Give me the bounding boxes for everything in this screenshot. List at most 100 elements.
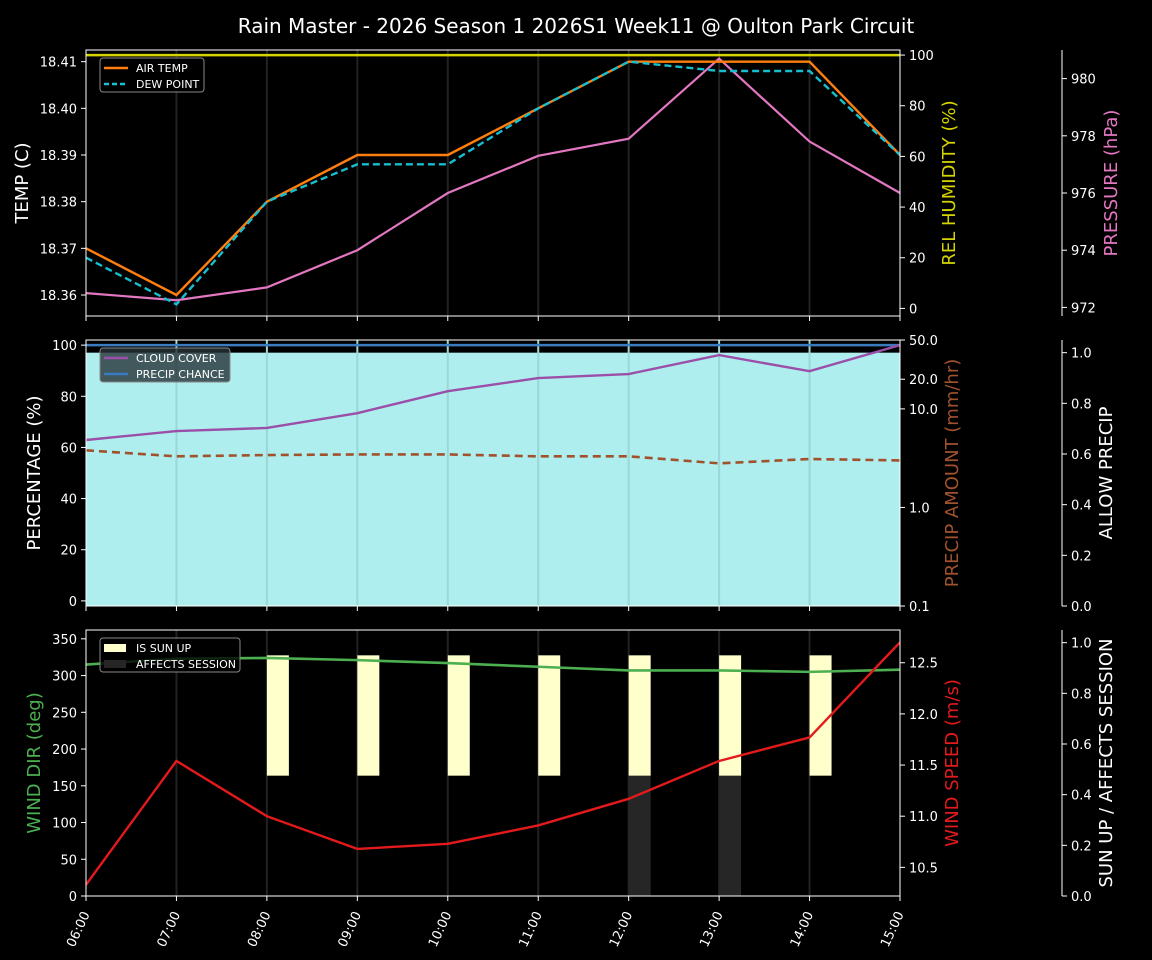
tick-label: 10.0 xyxy=(909,403,938,418)
legend-box xyxy=(99,347,231,383)
legend-label: CLOUD COVER xyxy=(136,352,217,365)
tick-label: 60 xyxy=(60,441,77,456)
percentage-axis-label: PERCENTAGE (%) xyxy=(24,395,45,550)
x-tick-label: 08:00 xyxy=(245,909,274,949)
sun-up-bar xyxy=(538,655,561,776)
plot-frame xyxy=(85,49,901,317)
allow-precip-area xyxy=(86,352,900,606)
tick-label: 80 xyxy=(60,390,77,405)
sun-up-axis-label: SUN UP / AFFECTS SESSION xyxy=(1096,638,1117,887)
air-temp-line xyxy=(85,60,901,297)
tick-label: 20 xyxy=(60,544,77,559)
legend-label: AIR TEMP xyxy=(136,62,188,75)
wind-dir-axis-label: WIND DIR (deg) xyxy=(24,692,45,834)
x-tick-label: 14:00 xyxy=(788,909,817,949)
sun-up-bar xyxy=(719,655,742,776)
wind-speed-line xyxy=(85,641,901,886)
wind-speed-axis-label: WIND SPEED (m/s) xyxy=(942,679,963,847)
tick-label: 1.0 xyxy=(1071,637,1092,652)
sun-up-bar xyxy=(266,655,289,776)
tick-label: 40 xyxy=(60,493,77,508)
tick-label: 11.5 xyxy=(909,759,938,774)
tick-label: 150 xyxy=(52,780,77,795)
x-tick-label: 15:00 xyxy=(878,909,907,949)
tick-label: 50 xyxy=(60,853,77,868)
tick-label: 0.8 xyxy=(1071,687,1092,702)
tick-label: 0 xyxy=(69,595,77,610)
tick-label: 12.5 xyxy=(909,657,938,672)
tick-label: 0.4 xyxy=(1071,789,1092,804)
tick-label: 80 xyxy=(909,100,926,115)
x-tick-label: 10:00 xyxy=(426,909,455,949)
tick-label: 18.40 xyxy=(40,102,77,117)
tick-label: 0.4 xyxy=(1071,499,1092,514)
chart-title: Rain Master - 2026 Season 1 2026S1 Week1… xyxy=(237,14,915,38)
legend-box xyxy=(99,637,241,673)
tick-label: 0.6 xyxy=(1071,448,1092,463)
allow-precip-axis-label: ALLOW PRECIP xyxy=(1096,406,1117,539)
legend-swatch xyxy=(104,660,126,668)
tick-label: 18.39 xyxy=(40,149,77,164)
tick-label: 12.0 xyxy=(909,708,938,723)
tick-label: 20.0 xyxy=(909,373,938,388)
x-tick-label: 07:00 xyxy=(155,909,184,949)
legend-label: PRECIP CHANCE xyxy=(136,368,225,381)
pressure-axis-label: PRESSURE (hPa) xyxy=(1101,110,1122,257)
tick-label: 0.2 xyxy=(1071,549,1092,564)
legend-label: AFFECTS SESSION xyxy=(136,658,236,671)
sun-up-bar xyxy=(357,655,380,776)
tick-label: 11.0 xyxy=(909,810,938,825)
temp-axis-label: TEMP (C) xyxy=(12,142,33,224)
tick-label: 972 xyxy=(1071,301,1096,316)
tick-label: 0.1 xyxy=(909,600,930,615)
dew-point-line xyxy=(85,60,901,306)
tick-label: 0 xyxy=(69,890,77,905)
sun-up-bar xyxy=(628,655,651,776)
tick-label: 200 xyxy=(52,743,77,758)
tick-label: 976 xyxy=(1071,187,1096,202)
tick-label: 10.5 xyxy=(909,861,938,876)
x-tick-label: 11:00 xyxy=(516,909,545,949)
tick-label: 18.41 xyxy=(40,56,77,71)
humidity-axis-label: REL HUMIDITY (%) xyxy=(939,100,960,265)
tick-label: 50.0 xyxy=(909,334,938,349)
precip-amount-line xyxy=(85,449,901,465)
tick-label: 1.0 xyxy=(1071,347,1092,362)
tick-label: 20 xyxy=(909,252,926,267)
legend-box xyxy=(99,57,205,93)
x-tick-label: 09:00 xyxy=(336,909,365,949)
tick-label: 40 xyxy=(909,201,926,216)
tick-label: 18.37 xyxy=(40,242,77,257)
tick-label: 350 xyxy=(52,633,77,648)
tick-label: 980 xyxy=(1071,73,1096,88)
tick-label: 0.0 xyxy=(1071,600,1092,615)
legend-swatch xyxy=(104,644,126,652)
tick-label: 0.0 xyxy=(1071,890,1092,905)
pressure-line xyxy=(85,57,901,302)
tick-label: 100 xyxy=(52,339,77,354)
legend-label: DEW POINT xyxy=(136,78,200,91)
affects-session-bar xyxy=(719,775,742,896)
tick-label: 100 xyxy=(52,817,77,832)
sun-up-bar xyxy=(809,655,832,776)
tick-label: 18.36 xyxy=(40,289,77,304)
tick-label: 0.6 xyxy=(1071,738,1092,753)
cloud-cover-line xyxy=(85,343,901,442)
sun-up-bar xyxy=(447,655,470,776)
x-tick-label: 06:00 xyxy=(64,909,93,949)
precip-amount-axis-label: PRECIP AMOUNT (mm/hr) xyxy=(942,359,963,588)
tick-label: 974 xyxy=(1071,244,1096,259)
tick-label: 0.2 xyxy=(1071,839,1092,854)
tick-label: 100 xyxy=(909,49,934,64)
affects-session-bar xyxy=(628,775,651,896)
tick-label: 18.38 xyxy=(40,196,77,211)
tick-label: 0 xyxy=(909,302,917,317)
x-tick-label: 13:00 xyxy=(697,909,726,949)
x-tick-label: 12:00 xyxy=(607,909,636,949)
tick-label: 0.8 xyxy=(1071,397,1092,412)
tick-label: 60 xyxy=(909,150,926,165)
tick-label: 300 xyxy=(52,670,77,685)
tick-label: 1.0 xyxy=(909,501,930,516)
tick-label: 250 xyxy=(52,706,77,721)
